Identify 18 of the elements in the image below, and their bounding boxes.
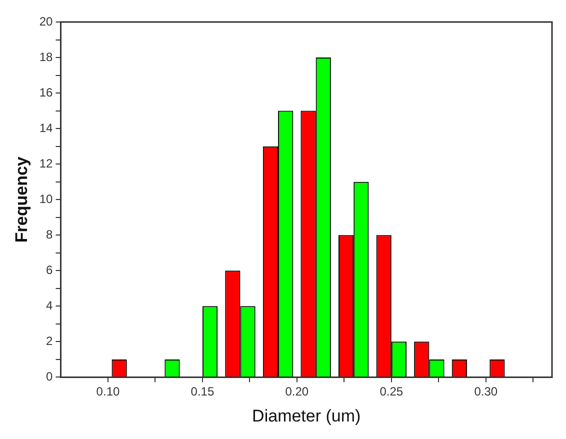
y-axis-title: Frequency: [12, 156, 31, 243]
x-tick-label: 0.30: [474, 384, 498, 399]
x-tick-label: 0.25: [380, 384, 404, 399]
y-tick-label: 2: [46, 334, 54, 348]
x-tick-label: 0.20: [285, 384, 309, 399]
y-tick-label: 12: [39, 156, 54, 170]
y-tick-label: 4: [46, 298, 54, 312]
y-tick-label: 8: [46, 227, 54, 242]
y-tick-label: 10: [39, 192, 54, 206]
y-tick-label: 14: [39, 120, 54, 135]
y-tick-label: 18: [39, 50, 54, 64]
y-tick-label: 0: [46, 370, 54, 384]
y-tick-label: 20: [39, 14, 54, 28]
x-tick-label: 0.10: [96, 384, 120, 399]
x-axis-title: Diameter (um): [252, 406, 361, 426]
y-tick-label: 6: [46, 262, 54, 277]
y-tick-label: 16: [39, 85, 54, 100]
x-tick-label: 0.15: [190, 384, 214, 399]
